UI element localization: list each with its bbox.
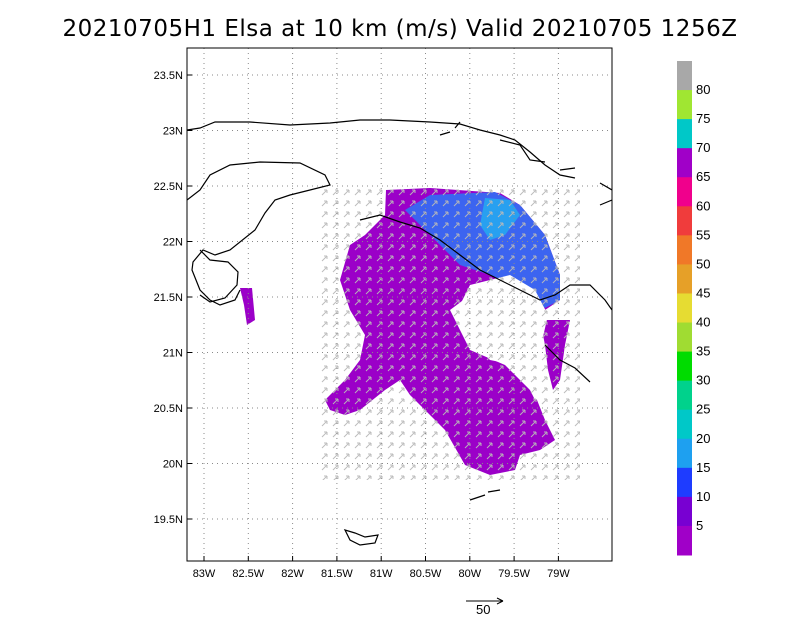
colorbar-segment: [677, 322, 692, 353]
colorbar: 80 75 70 65 60 55 50 45 40 35 30 25 20 15 10 5: [677, 61, 710, 556]
colorbar-segment: [677, 119, 692, 149]
colorbar-segment: [677, 206, 692, 236]
colorbar-label: 70: [696, 140, 710, 155]
small-cays: [439, 121, 461, 136]
wind-field: [240, 185, 580, 480]
scale-vector-label: 50: [476, 602, 490, 617]
wind-vector-overlay: [320, 185, 580, 480]
lat-tick-label: 21N: [163, 348, 183, 360]
colorbar-label: 40: [696, 315, 710, 330]
colorbar-segment: [677, 409, 692, 440]
cay-east: [469, 489, 501, 501]
colorbar-label: 30: [696, 373, 710, 388]
lon-tick-label: 80W: [458, 568, 481, 580]
colorbar-segment: [677, 351, 692, 382]
colorbar-label: 5: [696, 518, 703, 533]
lon-tick-label: 81W: [370, 568, 393, 580]
east-island: [499, 139, 546, 163]
colorbar-segment: [677, 90, 692, 120]
map-title: 20210705H1 Elsa at 10 km (m/s) Valid 202…: [62, 16, 738, 42]
lon-tick-label: 82.5W: [232, 568, 264, 580]
colorbar-segment: [677, 235, 692, 265]
colorbar-label: 50: [696, 256, 710, 271]
colorbar-label: 65: [696, 169, 710, 184]
isla-coast-sw: [199, 249, 239, 303]
lon-tick-label: 80.5W: [410, 568, 442, 580]
lat-tick-label: 20.5N: [154, 403, 183, 415]
colorbar-segment: [677, 177, 692, 207]
scale-vector: 50: [466, 597, 504, 617]
colorbar-label: 25: [696, 402, 710, 417]
cuba-north-coast: [187, 161, 331, 306]
colorbar-segment: [677, 438, 692, 469]
lon-tick-label: 83W: [193, 568, 216, 580]
colorbar-segment: [677, 61, 692, 91]
colorbar-label: 60: [696, 198, 710, 213]
lon-tick-label: 79.5W: [498, 568, 530, 580]
coastlines: [187, 119, 612, 546]
colorbar-label: 55: [696, 227, 710, 242]
latitude-labels: 23.5N 23N 22.5N 22N 21.5N 21N 20.5N 20N 19.5N: [154, 70, 192, 526]
colorbar-label: 15: [696, 460, 710, 475]
colorbar-label: 20: [696, 431, 710, 446]
lat-tick-label: 23N: [163, 126, 183, 138]
longitude-labels: 83W 82.5W 82W 81.5W 81W 80.5W 80W 79.5W 79W: [193, 556, 570, 580]
colorbar-label: 75: [696, 111, 710, 126]
colorbar-segment: [677, 525, 692, 556]
plot-frame: [186, 47, 613, 562]
lat-tick-label: 23.5N: [154, 70, 183, 82]
lon-tick-label: 81.5W: [321, 568, 353, 580]
colorbar-label: 45: [696, 285, 710, 300]
gridlines: [187, 48, 612, 561]
colorbar-segment: [677, 467, 692, 498]
colorbar-segment: [677, 148, 692, 178]
lat-tick-label: 19.5N: [154, 514, 183, 526]
cayos: [343, 529, 379, 546]
colorbar-label: 10: [696, 489, 710, 504]
cuba-south-coast: [359, 214, 612, 311]
colorbar-segment: [677, 380, 692, 411]
wind-speed-fill-west-strip: [240, 288, 255, 325]
florida-keys-coast: [187, 119, 576, 179]
lat-tick-label: 20N: [163, 459, 183, 471]
colorbar-segment: [677, 293, 692, 324]
lon-tick-label: 82W: [281, 568, 304, 580]
colorbar-label: 35: [696, 344, 710, 359]
lat-tick-label: 22N: [163, 237, 183, 249]
colorbar-segment: [677, 496, 692, 527]
lon-tick-label: 79W: [547, 568, 570, 580]
andros-edge: [544, 344, 591, 383]
lat-tick-label: 22.5N: [154, 181, 183, 193]
lat-tick-label: 21.5N: [154, 292, 183, 304]
colorbar-segment: [677, 264, 692, 294]
colorbar-label: 80: [696, 82, 710, 97]
north-bahamas: [559, 167, 612, 206]
